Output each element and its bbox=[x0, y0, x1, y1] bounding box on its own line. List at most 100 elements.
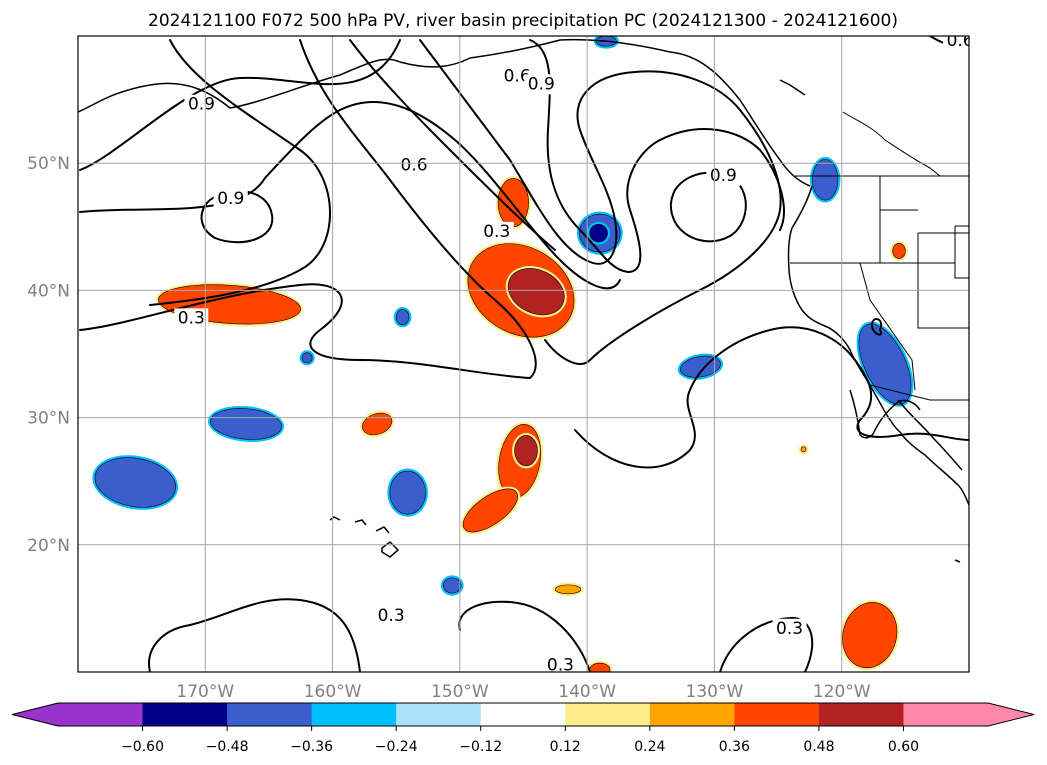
precip-blob-17 bbox=[389, 470, 426, 515]
pv-contour-label-background-6 bbox=[174, 308, 209, 329]
us-mexico-border bbox=[869, 384, 969, 401]
precip-blob-12 bbox=[800, 446, 807, 453]
colorbar-segment-8 bbox=[734, 703, 820, 726]
pv-contour-0.3-east bbox=[574, 326, 969, 469]
pv-contour-label-9: 0.3 bbox=[378, 606, 405, 626]
pv-contour-label-background-1 bbox=[397, 155, 432, 176]
colorbar-extend-high bbox=[988, 703, 1034, 726]
precip-blob-1 bbox=[507, 268, 565, 316]
x-tick-label-3: 140°W bbox=[558, 682, 616, 702]
pv-contour-label-6: 0.3 bbox=[178, 308, 205, 328]
gridlines bbox=[78, 36, 969, 672]
pv-contour-label-background-9 bbox=[374, 606, 409, 627]
y-tick-label-0: 20°N bbox=[27, 536, 70, 556]
colorbar-segment-4 bbox=[396, 703, 482, 726]
colorbar-segment-5 bbox=[480, 703, 566, 726]
pv-contour-label-5: 0.3 bbox=[483, 222, 510, 242]
pv-contour-0.6-east bbox=[871, 318, 883, 336]
precip-blob-7 bbox=[362, 412, 393, 436]
pv-contour-0.3-south-east bbox=[719, 616, 814, 672]
precip-blob-15 bbox=[94, 457, 176, 508]
pv-contour-label-7: 0.9 bbox=[710, 166, 737, 186]
pv-contour-0.9-north bbox=[529, 39, 785, 273]
north-american-west-coast bbox=[787, 185, 969, 506]
colorbar-tick-label-7: 0.36 bbox=[719, 739, 750, 755]
y-tick-label-2: 40°N bbox=[27, 281, 70, 301]
x-tick-label-0: 170°W bbox=[176, 682, 234, 702]
chart-title: 2024121100 F072 500 hPa PV, river basin … bbox=[148, 11, 898, 31]
precip-blob-18 bbox=[858, 323, 912, 405]
precip-blob-8 bbox=[842, 602, 898, 669]
map-plot-area: 0.90.60.90.60.90.30.30.90.60.30.30.3 bbox=[78, 31, 974, 676]
x-axis-tick-labels: 170°W 160°W 150°W 140°W 130°W 120°W bbox=[176, 682, 870, 702]
colorbar-segment-7 bbox=[649, 703, 735, 726]
precip-blob-6 bbox=[514, 435, 538, 467]
us-state-lines bbox=[790, 176, 969, 391]
precip-blob-11 bbox=[892, 243, 906, 259]
x-tick-label-2: 150°W bbox=[431, 682, 489, 702]
precip-blob-10 bbox=[589, 662, 611, 672]
pv-contour-label-2: 0.9 bbox=[217, 189, 244, 209]
precip-blob-16 bbox=[210, 408, 282, 440]
pv-contour-label-background-10 bbox=[772, 618, 807, 639]
colorbar-tick-label-2: −0.36 bbox=[290, 739, 333, 755]
pv-contour-0.6-trough-west-limb bbox=[349, 39, 556, 251]
colorbar-segment-3 bbox=[311, 703, 397, 726]
map-background bbox=[78, 36, 969, 672]
pv-contour-label-0: 0.9 bbox=[188, 95, 215, 115]
pv-contour-label-3: 0.6 bbox=[504, 67, 531, 87]
pv-contour-label-10: 0.3 bbox=[776, 619, 803, 639]
colorbar-segment-2 bbox=[227, 703, 313, 726]
pv-contour-label-background-0 bbox=[184, 94, 219, 115]
colorbar-outline bbox=[11, 702, 1035, 727]
pv-contour-label-background-8 bbox=[943, 36, 969, 52]
precip-blob-23 bbox=[443, 577, 462, 594]
y-tick-label-1: 30°N bbox=[27, 409, 70, 429]
pv-contour-0.9-west bbox=[79, 39, 401, 171]
colorbar-tick-label-8: 0.48 bbox=[803, 739, 834, 755]
pv-contour-label-background-5 bbox=[479, 221, 514, 242]
pv-contour-label-11: 0.3 bbox=[547, 656, 574, 676]
precip-blob-21 bbox=[395, 309, 410, 326]
map-frame bbox=[77, 35, 970, 673]
precip-blob-22 bbox=[301, 352, 313, 364]
pv-contour-label-1: 0.6 bbox=[401, 156, 428, 176]
pv-contour-0.6-ridge-lobe bbox=[149, 39, 331, 306]
pv-contour-label-background-11 bbox=[543, 655, 578, 672]
colorbar-tick-label-6: 0.24 bbox=[634, 739, 665, 755]
pv-contour-0.3-south-central bbox=[458, 600, 591, 672]
colorbar-extend-low bbox=[12, 703, 58, 726]
colorbar-segment-6 bbox=[565, 703, 651, 726]
colorbar-segment-0 bbox=[58, 703, 144, 726]
colorbar-tick-label-4: −0.12 bbox=[459, 739, 502, 755]
coastlines bbox=[78, 38, 969, 563]
haida-gwaii bbox=[779, 79, 806, 96]
pv-contour-label-8: 0.6 bbox=[947, 31, 974, 51]
pv-contour-labels: 0.90.60.90.60.90.30.30.90.60.30.30.3 bbox=[174, 31, 974, 676]
precip-blob-20 bbox=[812, 159, 839, 201]
gulf-of-california bbox=[897, 399, 963, 471]
x-tick-label-1: 160°W bbox=[304, 682, 362, 702]
pv-contour-0.3-south-west bbox=[148, 598, 361, 672]
hawaii-islands bbox=[329, 516, 399, 558]
precip-blob-14 bbox=[589, 223, 608, 243]
x-tick-label-5: 120°W bbox=[813, 682, 871, 702]
colorbar-segment-10 bbox=[903, 703, 989, 726]
colorbar-segment-1 bbox=[142, 703, 228, 726]
pv-contour-label-background-4 bbox=[524, 74, 559, 95]
pv-contour-label-background-2 bbox=[213, 188, 248, 209]
colorbar-segment-9 bbox=[818, 703, 904, 726]
x-tick-label-4: 130°W bbox=[686, 682, 744, 702]
precip-blob-9 bbox=[555, 584, 582, 595]
alaska-coastline bbox=[78, 38, 811, 187]
colorbar: −0.60 −0.48 −0.36 −0.24 −0.12 0.12 0.24 0.36 0.4… bbox=[11, 702, 1035, 755]
y-tick-label-3: 50°N bbox=[27, 154, 70, 174]
colorbar-tick-label-3: −0.24 bbox=[375, 739, 418, 755]
pv-contour-0.9-trough bbox=[419, 39, 782, 365]
precip-blob-5 bbox=[462, 488, 518, 533]
baja-california bbox=[849, 389, 921, 439]
pv-contour-label-4: 0.9 bbox=[528, 74, 555, 94]
colorbar-tick-label-9: 0.60 bbox=[888, 739, 919, 755]
colorbar-tick-label-0: −0.60 bbox=[121, 739, 164, 755]
